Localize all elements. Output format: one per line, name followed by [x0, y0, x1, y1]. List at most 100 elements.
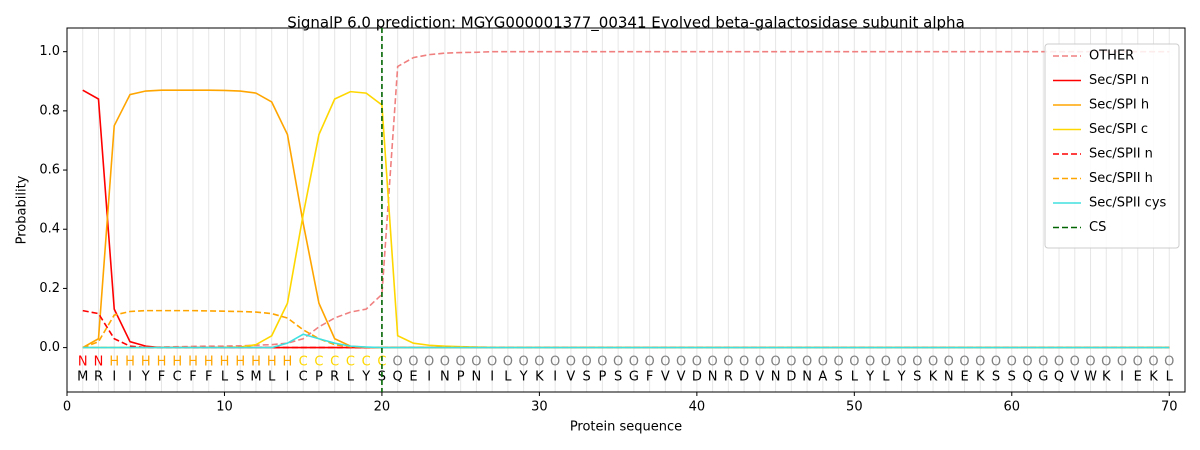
region-label: O	[739, 355, 749, 370]
region-label: O	[1117, 355, 1127, 370]
residue-label: V	[677, 370, 686, 385]
y-tick-label: 0.4	[39, 222, 60, 237]
region-label: O	[786, 355, 796, 370]
residue-label: C	[299, 370, 308, 385]
region-label: H	[204, 355, 214, 370]
residue-label: Y	[897, 370, 906, 385]
residue-label: I	[128, 370, 132, 385]
region-label: C	[314, 355, 323, 370]
region-label: O	[818, 355, 828, 370]
residue-label: M	[77, 370, 88, 385]
region-label: O	[755, 355, 765, 370]
x-tick-label: 20	[374, 400, 391, 415]
series-line	[82, 309, 1170, 349]
x-tick-label: 40	[689, 400, 706, 415]
residue-label: V	[566, 370, 575, 385]
region-label: C	[299, 355, 308, 370]
region-label: H	[157, 355, 167, 370]
residue-label: L	[268, 370, 276, 385]
residue-label: F	[205, 370, 212, 385]
residue-label: S	[614, 370, 622, 385]
residue-label: L	[221, 370, 229, 385]
series-line	[82, 333, 1170, 349]
residue-label: N	[771, 370, 781, 385]
region-label: O	[1007, 355, 1017, 370]
residue-label: G	[1038, 370, 1048, 385]
residue-label: S	[834, 370, 842, 385]
residue-label: Y	[519, 370, 528, 385]
residue-label: S	[913, 370, 921, 385]
region-label: H	[188, 355, 198, 370]
region-label: O	[1022, 355, 1032, 370]
series-line	[82, 89, 1170, 349]
plot-frame	[66, 27, 1186, 393]
residue-label: R	[330, 370, 339, 385]
region-label: O	[1101, 355, 1111, 370]
residue-label: L	[347, 370, 355, 385]
region-label: O	[833, 355, 843, 370]
residue-label: K	[1102, 370, 1111, 385]
x-tick-label: 50	[846, 400, 863, 415]
residue-label: F	[189, 370, 196, 385]
residue-label: K	[535, 370, 544, 385]
region-label: O	[707, 355, 717, 370]
x-axis-label: Protein sequence	[570, 420, 682, 435]
residue-label: Y	[361, 370, 370, 385]
y-tick-label: 0.6	[39, 163, 60, 178]
residue-label: I	[1120, 370, 1124, 385]
region-label: O	[487, 355, 497, 370]
region-label: O	[692, 355, 702, 370]
region-label: O	[1164, 355, 1174, 370]
chart-title: SignalP 6.0 prediction: MGYG000001377_00…	[287, 14, 965, 33]
residue-label: M	[250, 370, 261, 385]
x-tick-label: 60	[1004, 400, 1021, 415]
residue-label: L	[504, 370, 512, 385]
region-label: O	[1148, 355, 1158, 370]
region-label: O	[519, 355, 529, 370]
residue-label: D	[692, 370, 702, 385]
region-label: O	[802, 355, 812, 370]
residue-label: Q	[393, 370, 403, 385]
region-label: H	[141, 355, 151, 370]
residue-label: D	[739, 370, 749, 385]
region-label: H	[267, 355, 277, 370]
region-label: O	[645, 355, 655, 370]
region-label: O	[1038, 355, 1048, 370]
y-tick-label: 0.2	[39, 281, 60, 296]
region-label: O	[770, 355, 780, 370]
x-tick-label: 0	[63, 400, 71, 415]
region-label: H	[283, 355, 293, 370]
region-label: N	[78, 355, 88, 370]
residue-label: P	[598, 370, 606, 385]
y-tick-label: 1.0	[39, 44, 60, 59]
region-label: O	[912, 355, 922, 370]
region-label: O	[849, 355, 859, 370]
residue-label: A	[818, 370, 827, 385]
region-label: O	[582, 355, 592, 370]
region-label: H	[220, 355, 230, 370]
region-label: H	[125, 355, 135, 370]
region-label: C	[377, 355, 386, 370]
region-label: O	[550, 355, 560, 370]
residue-label: F	[158, 370, 165, 385]
region-label: H	[251, 355, 261, 370]
residue-label: N	[472, 370, 482, 385]
legend-label: Sec/SPII cys	[1089, 196, 1167, 211]
region-label: O	[597, 355, 607, 370]
legend-label: Sec/SPII n	[1089, 147, 1153, 162]
residue-label: N	[944, 370, 954, 385]
region-label: O	[723, 355, 733, 370]
residue-label: I	[490, 370, 494, 385]
region-label: O	[1133, 355, 1143, 370]
region-label: O	[456, 355, 466, 370]
residue-label: F	[646, 370, 653, 385]
residue-label: Q	[1054, 370, 1064, 385]
residue-label: V	[1070, 370, 1079, 385]
legend-label: Sec/SPI n	[1089, 73, 1149, 88]
region-label: O	[676, 355, 686, 370]
series-line	[82, 309, 1170, 349]
region-label: O	[629, 355, 639, 370]
residue-label: K	[976, 370, 985, 385]
residue-label: G	[629, 370, 639, 385]
